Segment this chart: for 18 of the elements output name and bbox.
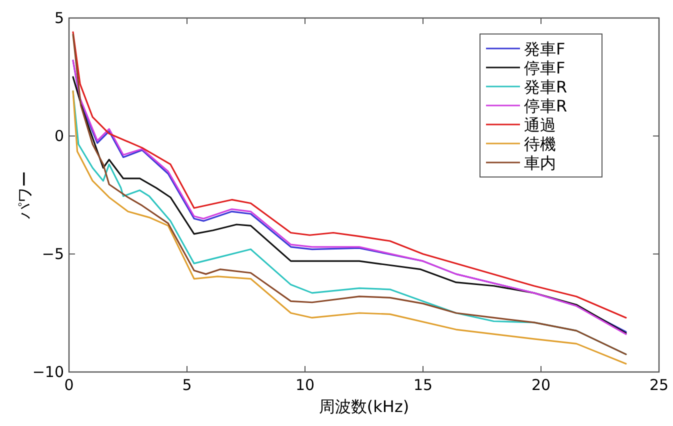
legend-label: 車内 bbox=[524, 154, 556, 172]
legend-label: 通過 bbox=[524, 116, 556, 134]
y-tick-label: −5 bbox=[42, 245, 64, 263]
x-tick-label: 15 bbox=[413, 376, 433, 394]
y-tick-label: 0 bbox=[54, 127, 64, 145]
legend-label: 待機 bbox=[524, 134, 556, 154]
legend-label: 停車F bbox=[524, 58, 566, 78]
x-tick-label: 25 bbox=[649, 376, 669, 394]
legend-label: 発車F bbox=[524, 40, 566, 58]
legend-label: 発車R bbox=[524, 78, 568, 96]
x-tick-label: 10 bbox=[295, 376, 315, 394]
legend-label: 停車R bbox=[524, 96, 568, 116]
y-tick-label: 5 bbox=[54, 9, 64, 27]
y-tick-label: −10 bbox=[32, 363, 64, 381]
x-axis-title: 周波数(kHz) bbox=[318, 397, 410, 416]
x-tick-label: 20 bbox=[531, 376, 551, 394]
x-tick-label: 5 bbox=[182, 376, 192, 394]
y-axis-title: パワー bbox=[15, 171, 34, 220]
